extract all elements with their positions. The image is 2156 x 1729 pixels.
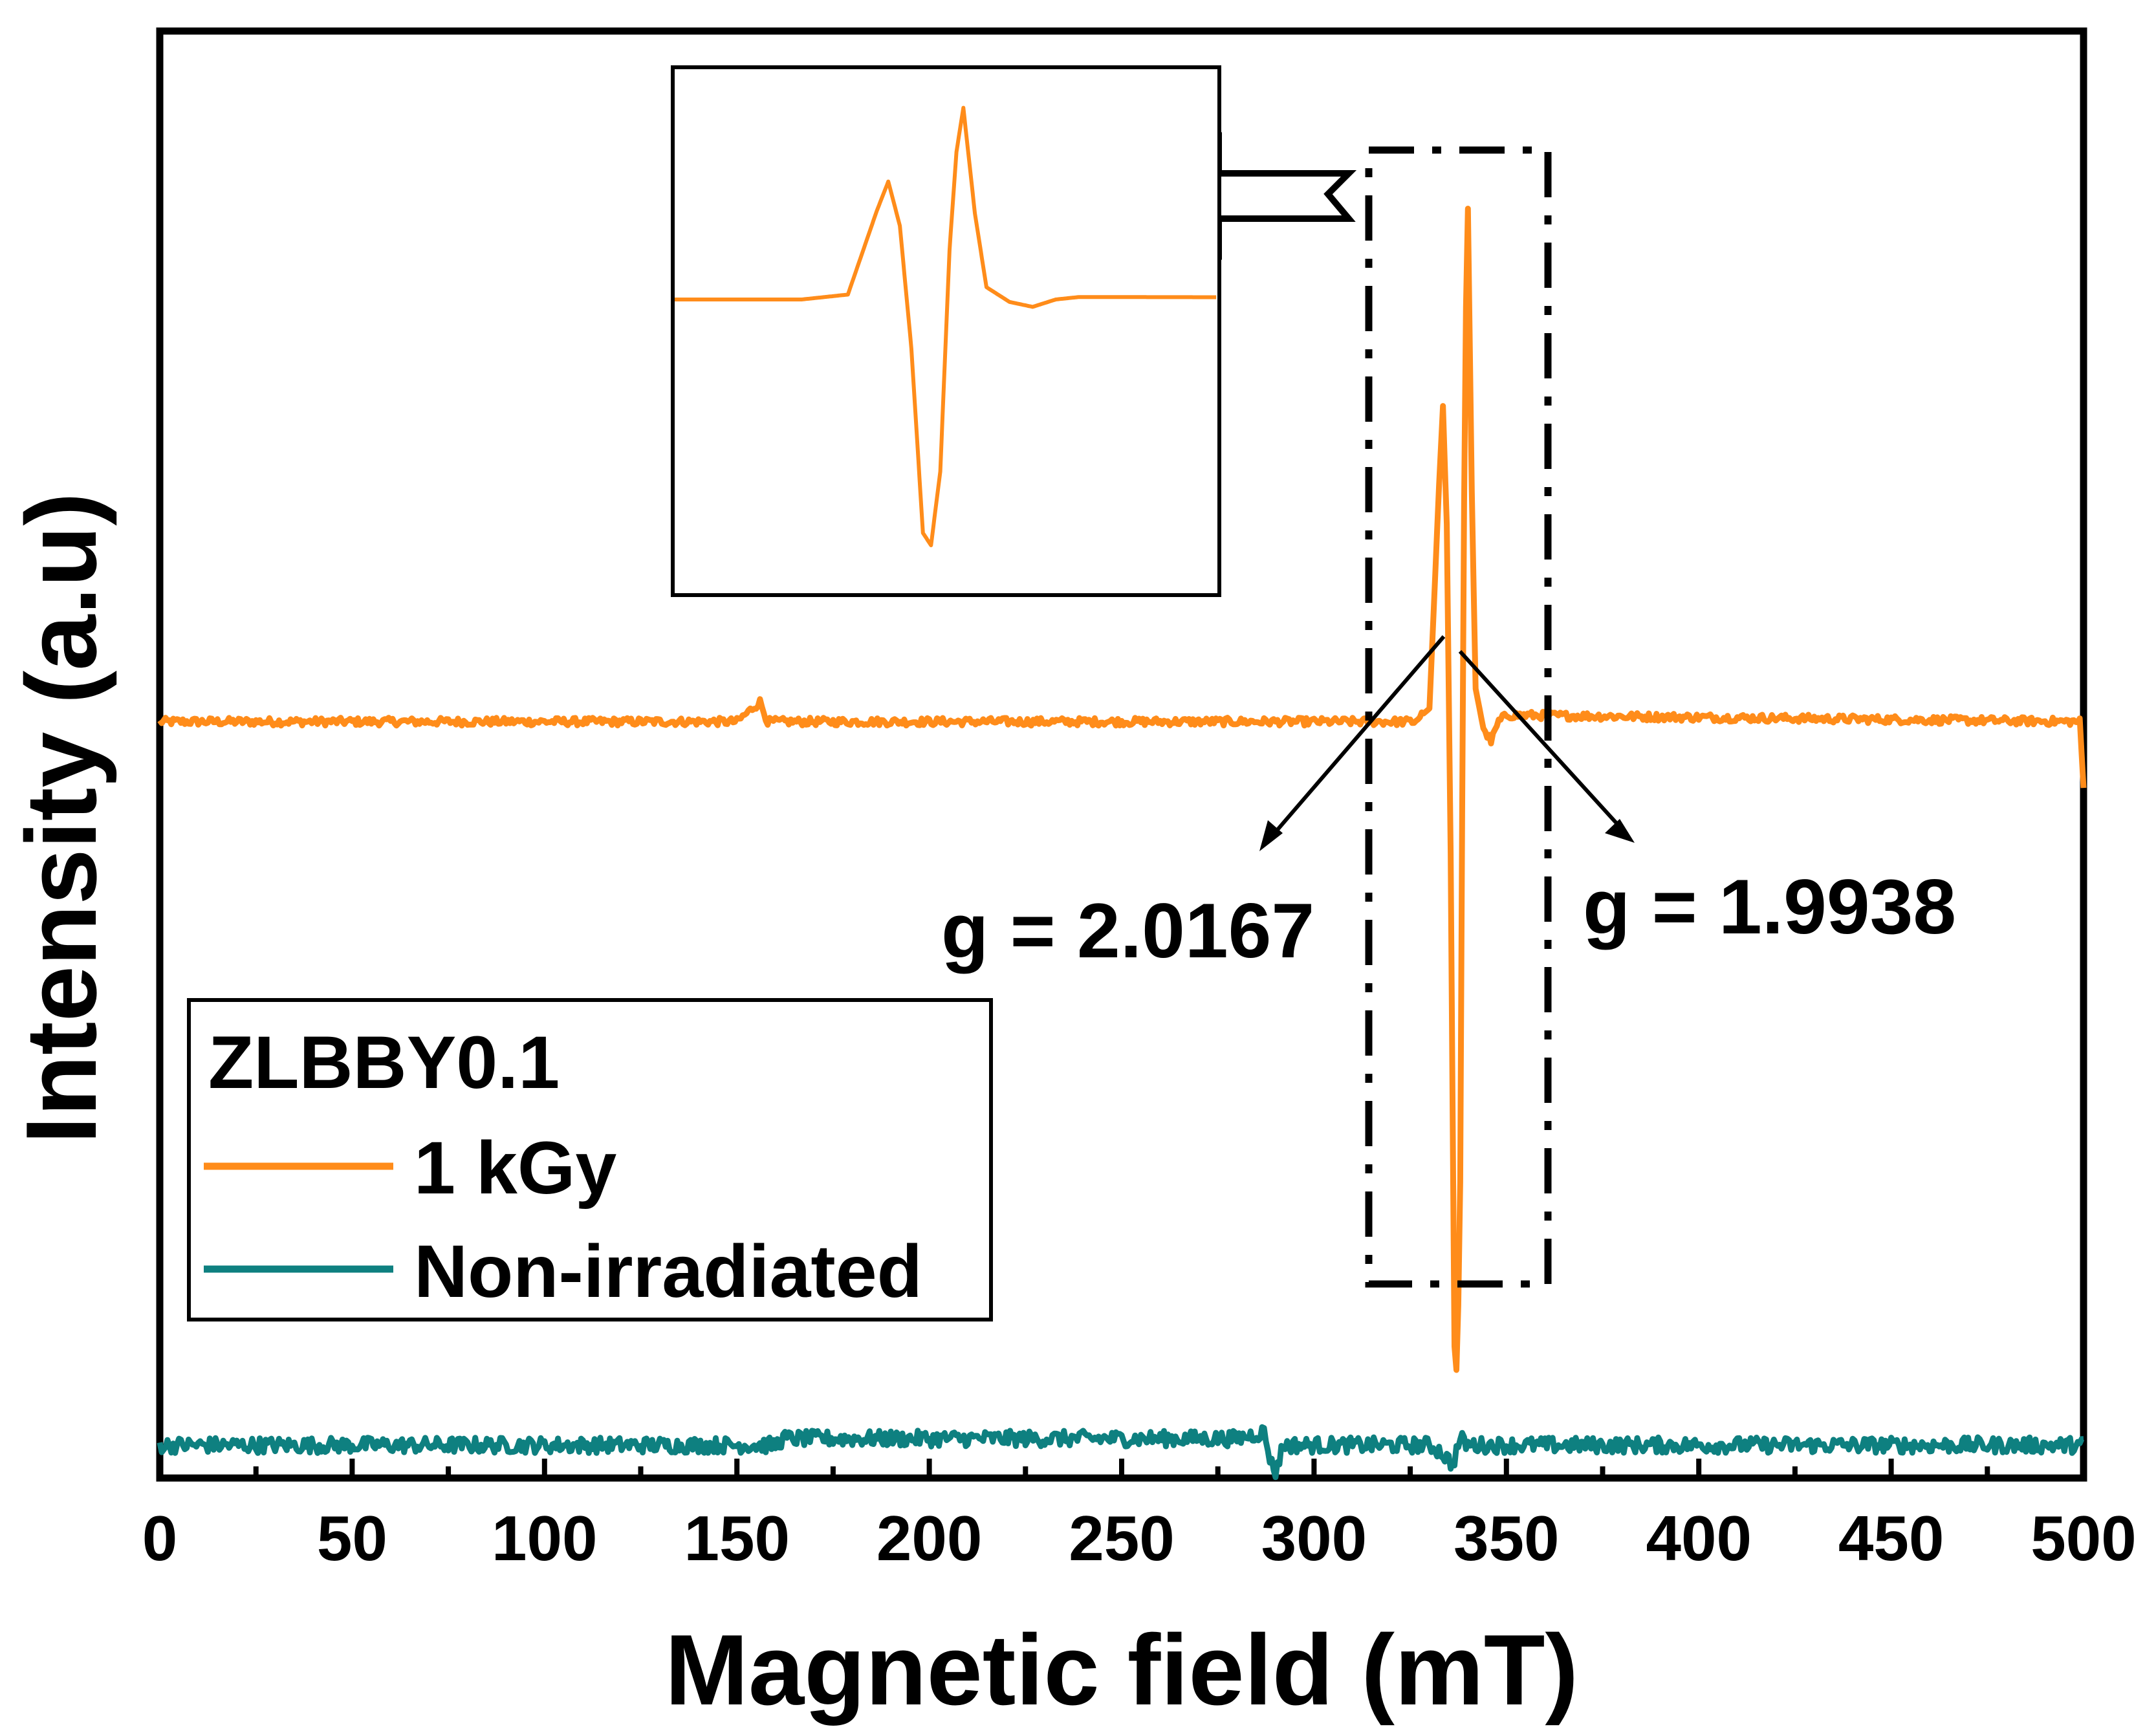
inset-series-line-1kgy <box>673 105 1217 547</box>
inset-panel <box>671 65 1221 597</box>
g-arrow-left-head <box>1259 820 1283 851</box>
g-value-left: g = 2.0167 <box>941 887 1314 974</box>
g-value-right: g = 1.9938 <box>1583 864 1956 950</box>
x-tick-label: 300 <box>1261 1503 1367 1574</box>
series-line-non-irradiated <box>157 1424 2085 1481</box>
zoom-region-box <box>1365 146 1552 1288</box>
g-arrow-right-head <box>1605 819 1635 843</box>
g-annotation-left: g = 2.0167 <box>941 635 1446 974</box>
y-axis-label: Intensity (a.u) <box>5 492 117 1144</box>
x-tick-label: 150 <box>684 1503 790 1574</box>
x-tick-label: 0 <box>142 1503 178 1574</box>
legend-label-1kgy: 1 kGy <box>414 1127 616 1210</box>
x-tick-label: 400 <box>1646 1503 1752 1574</box>
x-tick-label: 250 <box>1069 1503 1175 1574</box>
x-axis-label: Magnetic field (mT) <box>665 1614 1578 1726</box>
x-tick-label: 500 <box>2031 1503 2137 1574</box>
x-tick-label: 450 <box>1838 1503 1944 1574</box>
series-layer <box>157 206 2087 1481</box>
x-axis-tick-labels: 0 50 100 150 200 250 300 350 400 450 500 <box>142 1503 2137 1574</box>
legend: ZLBBY0.1 1 kGy Non-irradiated <box>187 998 993 1321</box>
g-arrow-left-line <box>1266 635 1446 842</box>
g-annotation-right: g = 1.9938 <box>1458 649 1956 950</box>
inset-line-layer <box>673 105 1217 547</box>
x-tick-label: 100 <box>492 1503 598 1574</box>
x-tick-label: 50 <box>317 1503 387 1574</box>
g-arrow-right-line <box>1458 649 1628 835</box>
legend-label-non-irradiated: Non-irradiated <box>414 1230 922 1313</box>
x-tick-label: 350 <box>1454 1503 1560 1574</box>
series-line-1kgy <box>157 206 2087 1373</box>
legend-title: ZLBBY0.1 <box>208 1021 560 1104</box>
x-axis-ticks <box>157 1459 2086 1478</box>
x-tick-label: 200 <box>877 1503 983 1574</box>
